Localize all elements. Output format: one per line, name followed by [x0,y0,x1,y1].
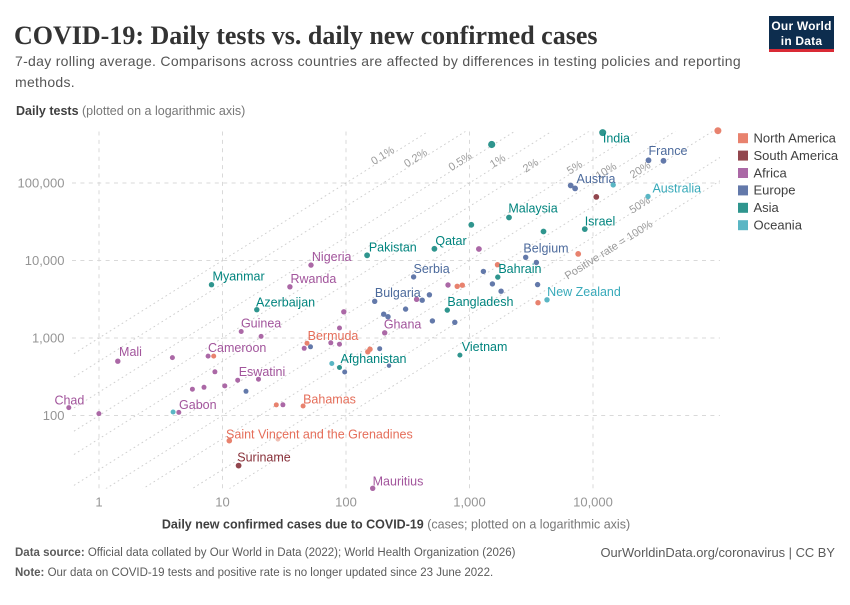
svg-text:Australia: Australia [652,181,701,195]
svg-text:Suriname: Suriname [237,451,291,465]
svg-text:Rwanda: Rwanda [290,272,336,286]
svg-text:Malaysia: Malaysia [508,202,557,216]
svg-text:Guinea: Guinea [241,317,281,331]
svg-text:1%: 1% [488,152,508,171]
svg-text:India: India [603,132,630,146]
svg-text:Bermuda: Bermuda [308,329,359,343]
svg-text:10,000: 10,000 [25,253,65,268]
svg-text:Serbia: Serbia [414,262,450,276]
svg-text:South America: South America [754,148,839,163]
svg-text:1: 1 [95,495,102,510]
svg-text:Ghana: Ghana [384,317,422,331]
svg-text:Asia: Asia [754,200,780,215]
svg-text:0.2%: 0.2% [402,147,430,171]
svg-text:North America: North America [754,131,837,146]
svg-text:Mali: Mali [119,345,142,359]
svg-text:Qatar: Qatar [435,234,466,248]
svg-text:Gabon: Gabon [179,398,217,412]
svg-text:Bangladesh: Bangladesh [447,295,513,309]
svg-text:Nigeria: Nigeria [312,250,352,264]
svg-text:Myanmar: Myanmar [213,269,265,283]
svg-text:Azerbaijan: Azerbaijan [256,295,315,309]
svg-text:Belgium: Belgium [523,242,568,256]
svg-text:Bahrain: Bahrain [498,262,541,276]
svg-text:1,000: 1,000 [32,330,65,345]
svg-text:New Zealand: New Zealand [547,285,621,299]
svg-text:Chad: Chad [54,393,84,407]
svg-text:Oceania: Oceania [754,218,803,233]
svg-text:10,000: 10,000 [573,495,613,510]
svg-text:Saint Vincent and the Grenadin: Saint Vincent and the Grenadines [226,427,413,441]
svg-text:Vietnam: Vietnam [462,340,508,354]
svg-text:1,000: 1,000 [453,495,486,510]
svg-text:France: France [649,144,688,158]
svg-text:Africa: Africa [754,165,788,180]
svg-text:Israel: Israel [585,215,616,229]
svg-text:Eswatini: Eswatini [239,365,286,379]
svg-text:0.1%: 0.1% [369,144,397,168]
svg-text:Mauritius: Mauritius [373,474,424,488]
svg-text:Afghanistan: Afghanistan [340,352,406,366]
svg-text:0.5%: 0.5% [447,150,475,174]
svg-text:Europe: Europe [754,183,796,198]
svg-text:Daily new confirmed cases due: Daily new confirmed cases due to COVID-1… [162,518,630,532]
svg-text:100: 100 [335,495,357,510]
svg-text:Austria: Austria [577,172,616,186]
svg-text:Bahamas: Bahamas [303,393,356,407]
svg-text:100: 100 [43,408,65,423]
svg-text:100,000: 100,000 [18,175,65,190]
svg-text:Cameroon: Cameroon [208,341,266,355]
svg-text:Bulgaria: Bulgaria [375,286,421,300]
svg-text:10: 10 [215,495,229,510]
svg-text:Pakistan: Pakistan [369,241,417,255]
